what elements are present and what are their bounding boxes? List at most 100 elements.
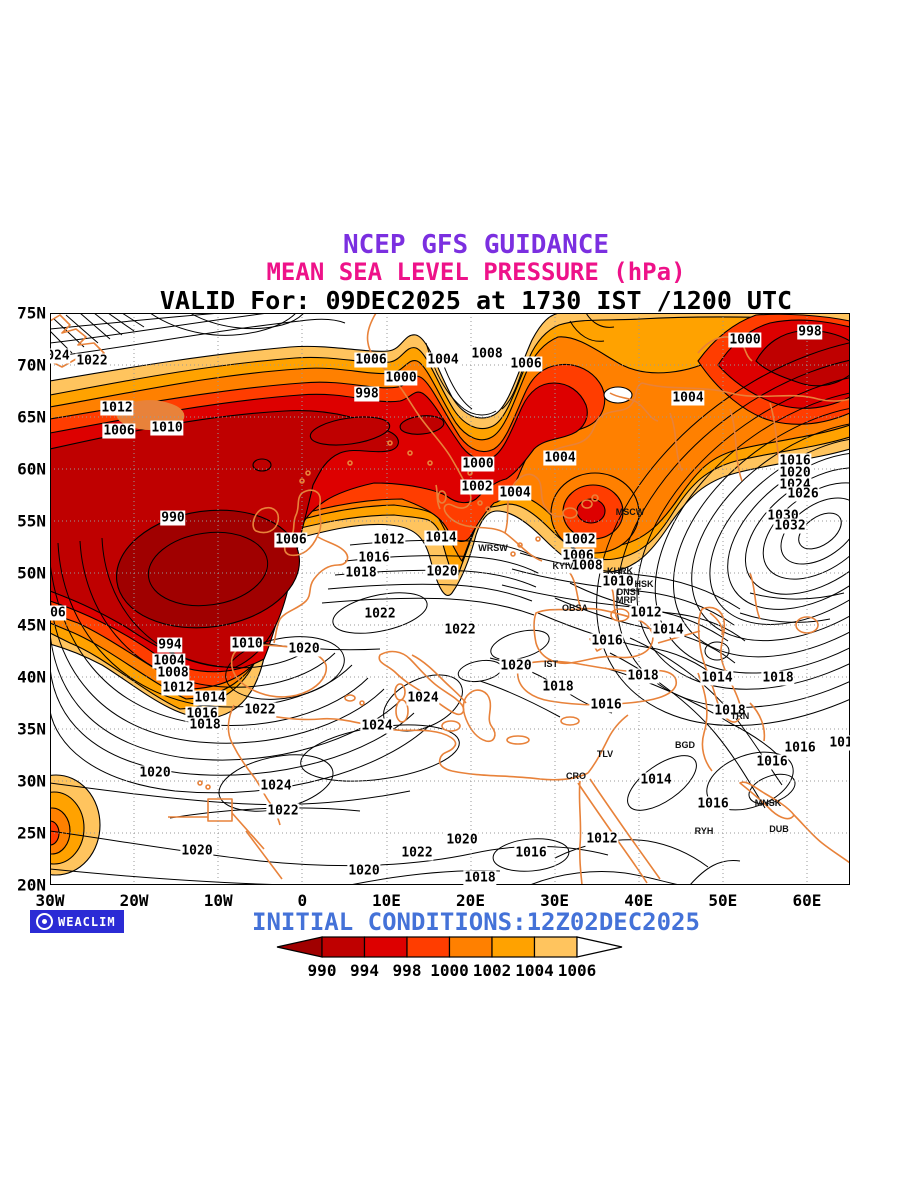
pressure-label: 1026 [786, 486, 820, 502]
lat-tick-label: 50N [17, 563, 46, 583]
pressure-label: 1020 [287, 641, 321, 657]
pressure-label: 1012 [161, 680, 195, 696]
pressure-label: 1004 [152, 653, 186, 669]
colorbar-right-arrow [576, 936, 623, 958]
pressure-label: 1016 [828, 735, 850, 751]
pressure-label: 1006 [509, 356, 543, 372]
pressure-label: 990 [160, 510, 186, 526]
station-code-label: KYIV [552, 561, 574, 571]
pressure-label: 1010 [230, 636, 264, 652]
lat-tick-label: 75N [17, 303, 46, 323]
station-code-label: TRN [730, 711, 750, 721]
pressure-label: 1022 [266, 803, 300, 819]
station-code-label: MSCW [615, 507, 645, 517]
colorbar-segment [448, 936, 493, 958]
pressure-label: 1016 [755, 754, 789, 770]
station-code-label: KHRK [607, 566, 633, 576]
lon-tick-label: 30W [35, 891, 65, 910]
lon-tick-label: 10W [203, 891, 233, 910]
valid-time-line: VALID For: 09DEC2025 at 1730 IST /1200 U… [159, 286, 793, 315]
lon-tick-label: 20W [119, 891, 149, 910]
pressure-label: 1006 [354, 352, 388, 368]
pressure-label: 1008 [470, 346, 504, 362]
pressure-label: 1016 [778, 453, 812, 469]
logo-text: WEACLIM [58, 914, 116, 929]
station-code-label: OBSA [561, 603, 589, 613]
pressure-label: 1016 [696, 796, 730, 812]
colorbar-left-arrow [276, 936, 323, 958]
pressure-label: 1022 [400, 845, 434, 861]
colorbar-segment [321, 936, 366, 958]
chart-subtitle: MEAN SEA LEVEL PRESSURE (hPa) [266, 258, 686, 286]
weaclim-logo: WEACLIM [30, 910, 124, 933]
lon-tick-label: 60E [792, 891, 822, 910]
pressure-label: 1022 [443, 622, 477, 638]
chart-title: NCEP GFS GUIDANCE [342, 230, 610, 260]
pressure-label: 1004 [671, 390, 705, 406]
station-code-label: MNSK [754, 798, 782, 808]
pressure-label: 1000 [728, 332, 762, 348]
lat-tick-label: 20N [17, 875, 46, 895]
station-code-label: IST [543, 659, 559, 669]
lat-tick-label: 70N [17, 355, 46, 375]
lon-tick-label: 50E [708, 891, 738, 910]
pressure-label: 998 [797, 324, 823, 340]
lon-tick-label: 40E [624, 891, 654, 910]
copyright-circle-icon [36, 913, 53, 930]
pressure-label: 1008 [156, 665, 190, 681]
pressure-label: 1020 [180, 843, 214, 859]
station-code-label: HSK [634, 579, 654, 589]
pressure-label: 1012 [585, 831, 619, 847]
colorbar-tick-label: 1004 [515, 961, 554, 980]
pressure-label: 1020 [138, 765, 172, 781]
pressure-label: 1014 [700, 670, 734, 686]
initial-conditions-line: INITIAL CONDITIONS:12Z02DEC2025 [252, 908, 700, 936]
lat-tick-label: 60N [17, 459, 46, 479]
pressure-label: 1018 [713, 703, 747, 719]
pressure-label: 1024 [406, 690, 440, 706]
pressure-label: 1002 [563, 532, 597, 548]
pressure-label: 998 [354, 386, 380, 402]
pressure-label: 1018 [344, 565, 378, 581]
pressure-label: 1004 [543, 450, 577, 466]
pressure-label: 006 [50, 605, 67, 621]
pressure-label: 1018 [541, 679, 575, 695]
pressure-label: 1018 [463, 870, 497, 885]
colorbar-segment [533, 936, 578, 958]
lon-tick-label: 10E [371, 891, 401, 910]
pressure-label: 1020 [778, 465, 812, 481]
pressure-label: 1022 [75, 353, 109, 369]
station-code-label: CRO [566, 771, 586, 781]
pressure-label: 1018 [626, 668, 660, 684]
pressure-label: 1010 [150, 420, 184, 436]
pressure-label: 1020 [445, 832, 479, 848]
pressure-label: 1022 [243, 702, 277, 718]
graticule [50, 313, 850, 885]
lat-tick-label: 65N [17, 407, 46, 427]
pressure-label: 1014 [424, 530, 458, 546]
lat-tick-label: 30N [17, 771, 46, 791]
station-code-label: TLV [596, 749, 614, 759]
pressure-label: 1006 [274, 532, 308, 548]
pressure-label: 1004 [426, 352, 460, 368]
pressure-label: 1024 [259, 778, 293, 794]
pressure-label: 024 [50, 348, 71, 364]
pressure-map-canvas [50, 313, 850, 885]
station-code-label: BGD [675, 740, 695, 750]
lat-tick-label: 55N [17, 511, 46, 531]
colorbar-tick-label: 1002 [473, 961, 512, 980]
lon-tick-label: 0 [297, 891, 308, 910]
colorbar-tick-label: 994 [350, 961, 379, 980]
pressure-label: 1016 [590, 633, 624, 649]
pressure-label: 1012 [629, 605, 663, 621]
pressure-label: 1006 [102, 423, 136, 439]
pressure-label: 1016 [357, 550, 391, 566]
colorbar-tick-label: 1006 [558, 961, 597, 980]
station-code-label: WRSW [478, 543, 508, 553]
pressure-label: 1016 [589, 697, 623, 713]
pressure-label: 994 [157, 637, 183, 653]
pressure-label: 1020 [425, 564, 459, 580]
pressure-label: 1020 [347, 863, 381, 879]
pressure-label: 1012 [100, 400, 134, 416]
